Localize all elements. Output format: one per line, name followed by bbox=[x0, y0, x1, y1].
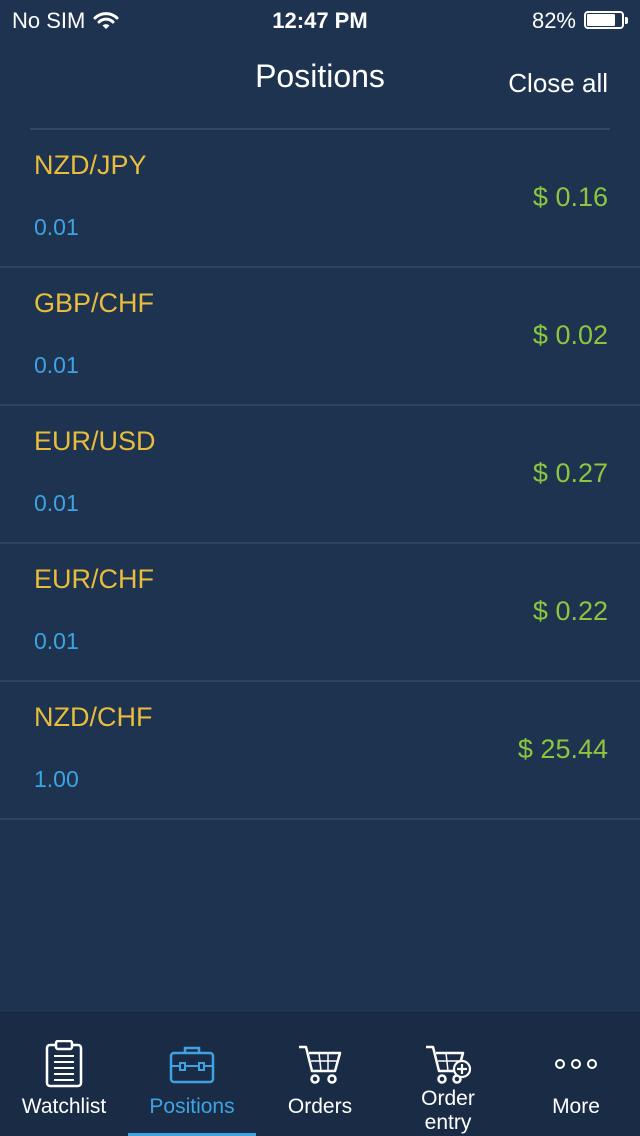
tab-label: Positions bbox=[149, 1095, 235, 1118]
position-row[interactable]: EUR/USD 0.01 $ 0.27 bbox=[0, 406, 640, 544]
tab-more[interactable]: More bbox=[512, 1013, 640, 1136]
clipboard-icon bbox=[39, 1039, 89, 1089]
battery-group: 82% bbox=[532, 8, 630, 34]
cart-icon bbox=[295, 1039, 345, 1089]
positions-list: NZD/JPY 0.01 $ 0.16 GBP/CHF 0.01 $ 0.02 … bbox=[0, 130, 640, 820]
position-pnl: $ 25.44 bbox=[517, 734, 608, 764]
position-pnl: $ 0.22 bbox=[532, 596, 608, 626]
position-lots: 1.00 bbox=[34, 766, 79, 792]
tab-orders[interactable]: Orders bbox=[256, 1013, 384, 1136]
tab-label: Order entry bbox=[421, 1087, 475, 1135]
position-row[interactable]: EUR/CHF 0.01 $ 0.22 bbox=[0, 544, 640, 682]
tab-label: More bbox=[552, 1095, 600, 1118]
position-row[interactable]: NZD/CHF 1.00 $ 25.44 bbox=[0, 682, 640, 820]
tab-label: Orders bbox=[287, 1095, 353, 1118]
tab-label: Watchlist bbox=[21, 1095, 107, 1118]
tab-watchlist[interactable]: Watchlist bbox=[0, 1013, 128, 1136]
battery-percent: 82% bbox=[531, 8, 576, 33]
position-pair: NZD/CHF bbox=[34, 702, 153, 732]
position-pnl: $ 0.16 bbox=[532, 182, 608, 212]
position-pair: GBP/CHF bbox=[34, 288, 155, 318]
status-time: 12:47 PM bbox=[272, 8, 368, 33]
status-bar: No SIM 12:47 PM 82% bbox=[0, 0, 640, 40]
position-pair: NZD/JPY bbox=[34, 150, 147, 180]
nav-divider bbox=[30, 128, 610, 130]
page-title: Positions bbox=[255, 58, 385, 94]
battery-icon bbox=[584, 11, 630, 31]
carrier-group: No SIM bbox=[12, 8, 119, 34]
cart-add-icon bbox=[423, 1039, 473, 1089]
position-pair: EUR/CHF bbox=[34, 564, 154, 594]
active-tab-indicator bbox=[128, 1133, 256, 1136]
wifi-icon bbox=[93, 11, 119, 31]
tab-positions[interactable]: Positions bbox=[128, 1013, 256, 1136]
position-lots: 0.01 bbox=[34, 352, 79, 378]
position-pair: EUR/USD bbox=[34, 426, 156, 456]
tab-label-line1: Order bbox=[421, 1087, 475, 1110]
tab-order-entry[interactable]: Order entry bbox=[384, 1013, 512, 1136]
position-row[interactable]: NZD/JPY 0.01 $ 0.16 bbox=[0, 130, 640, 268]
tab-label-line2: entry bbox=[424, 1111, 472, 1134]
tab-bar: Watchlist Positions bbox=[0, 1012, 640, 1136]
position-lots: 0.01 bbox=[34, 490, 79, 516]
nav-bar: Positions Close all bbox=[0, 40, 640, 128]
position-lots: 0.01 bbox=[34, 214, 79, 240]
briefcase-icon bbox=[167, 1039, 217, 1089]
position-pnl: $ 0.27 bbox=[532, 458, 608, 488]
more-dots-icon bbox=[551, 1039, 601, 1089]
close-all-button[interactable]: Close all bbox=[508, 68, 608, 98]
position-pnl: $ 0.02 bbox=[532, 320, 608, 350]
position-lots: 0.01 bbox=[34, 628, 79, 654]
carrier-label: No SIM bbox=[12, 8, 86, 33]
position-row[interactable]: GBP/CHF 0.01 $ 0.02 bbox=[0, 268, 640, 406]
